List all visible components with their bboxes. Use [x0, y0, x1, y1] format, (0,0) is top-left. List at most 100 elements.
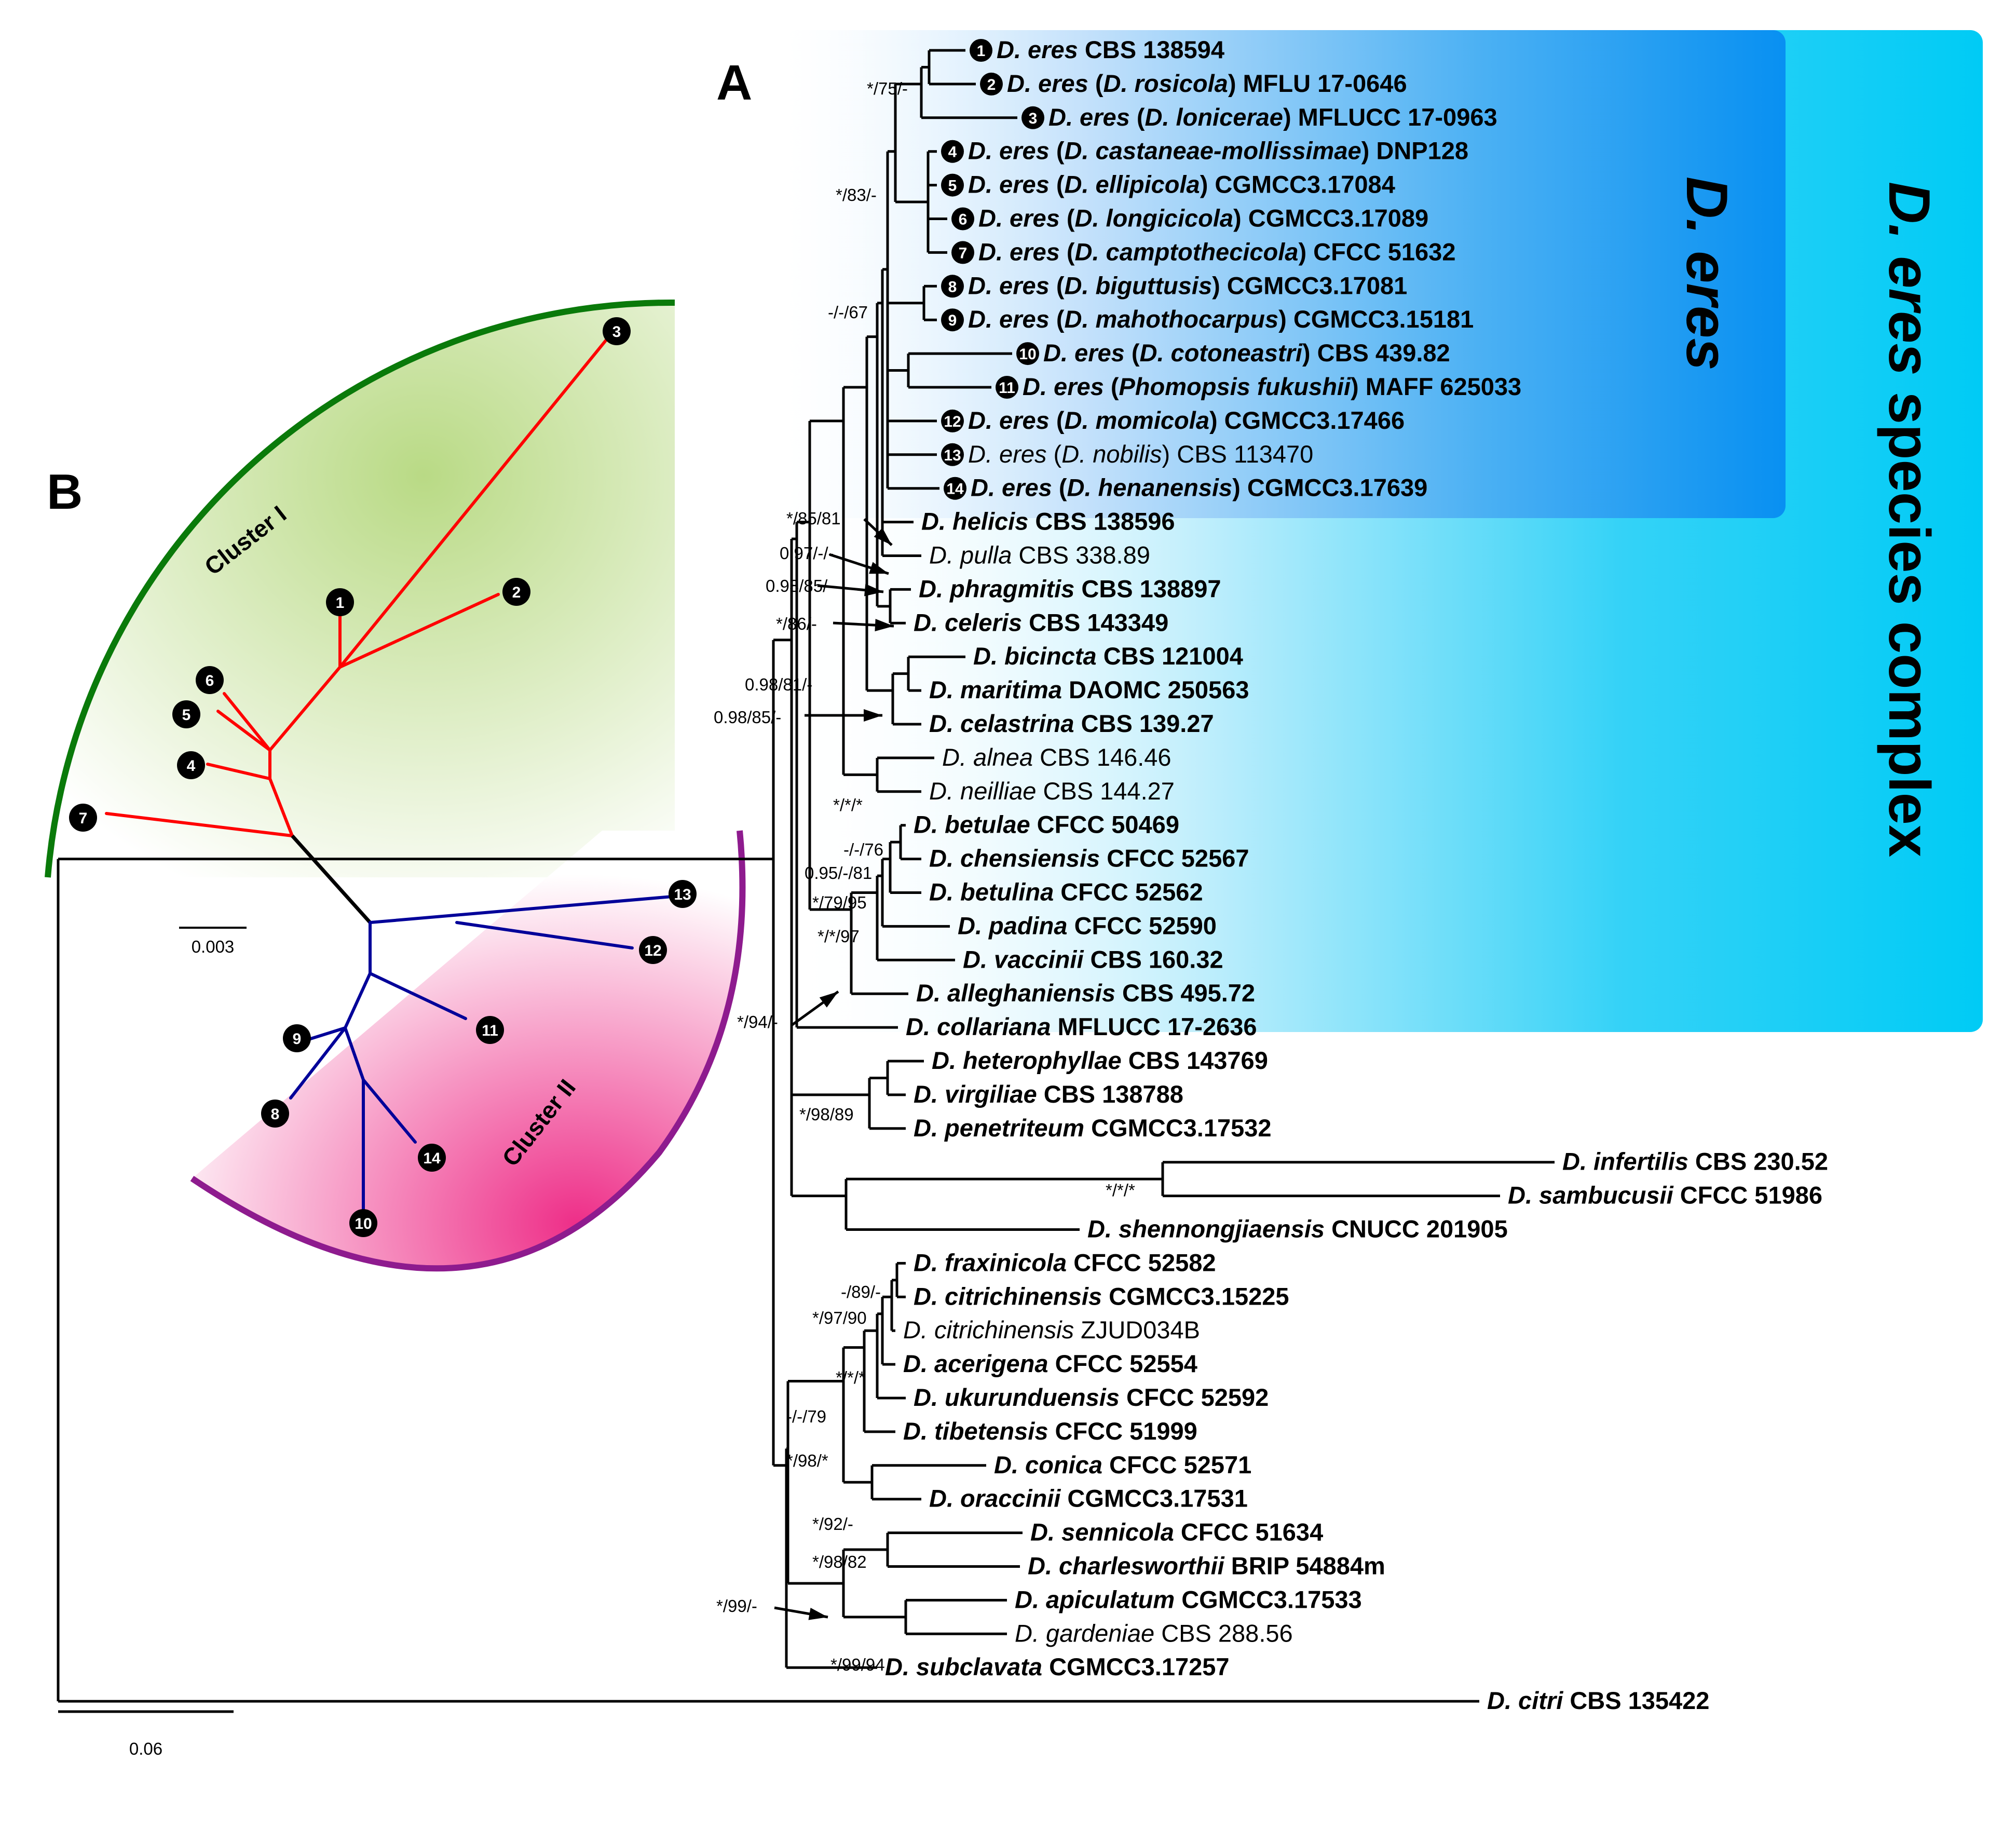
strain-code: CBS 113470	[1170, 440, 1313, 468]
support-arrowhead	[864, 709, 882, 722]
strain-code: CBS 121004	[1097, 642, 1243, 670]
support-arrows	[774, 518, 894, 1620]
network-tip-badge	[283, 1024, 311, 1052]
taxon-name: D. fraxinicola	[914, 1249, 1067, 1276]
tip-number: 10	[1019, 346, 1036, 363]
support-value: 0.95/-/81	[805, 863, 872, 883]
strain-code: MAFF 625033	[1359, 373, 1521, 400]
tip-number-badge	[941, 409, 964, 432]
taxon-label: D. pulla CBS 338.89	[929, 541, 1150, 569]
tip-number-badge	[941, 140, 964, 163]
strain-code: CBS 135422	[1563, 1687, 1709, 1714]
taxon-name: D. celeris	[914, 608, 1022, 636]
taxon-label: D. eres (D. henanensis) CGMCC3.17639	[971, 474, 1427, 501]
paren: (	[1130, 103, 1145, 131]
strain-code: CFCC 52567	[1100, 845, 1249, 872]
tip-number: 1	[977, 43, 986, 60]
tip-number: 13	[944, 447, 961, 464]
d-eres-band	[784, 30, 1786, 518]
support-value: -/-/76	[843, 840, 883, 859]
network-tip-number: 5	[182, 707, 191, 724]
synonym-name: D. lonicerae	[1145, 103, 1283, 131]
branch-tip-11	[369, 972, 467, 1020]
taxon-name: D. infertilis	[1562, 1148, 1688, 1175]
tip-number-badge	[1021, 106, 1044, 129]
strain-code: CFCC 52562	[1054, 878, 1203, 906]
support-value: */*/*	[836, 1368, 865, 1387]
synonym-name: D. longicicola	[1075, 205, 1234, 232]
taxon-name: D. virgiliae	[914, 1080, 1037, 1108]
taxon-name: D. eres	[968, 171, 1050, 198]
taxon-name: D. gardeniae	[1015, 1619, 1154, 1647]
taxon-name: D. eres	[968, 272, 1050, 299]
taxon-label: D. eres (Phomopsis fukushii) MAFF 625033	[1023, 373, 1521, 400]
taxon-name: D. eres	[978, 205, 1060, 232]
taxon-label: D. sambucusii CFCC 51986	[1508, 1182, 1822, 1209]
synonym-name: D. cotoneastri	[1140, 339, 1303, 367]
support-value: 0.98/81/-	[745, 675, 812, 694]
support-value: -/-/79	[786, 1407, 826, 1426]
support-value: */*/*	[833, 795, 863, 815]
strain-code: CGMCC3.17531	[1060, 1485, 1248, 1512]
taxon-name: D. citrichinensis	[914, 1282, 1102, 1310]
strain-code: CFCC 51999	[1048, 1417, 1197, 1445]
taxon-name: D. phragmitis	[919, 575, 1074, 602]
paren: (	[1050, 406, 1065, 434]
taxon-label: D. eres (D. mahothocarpus) CGMCC3.15181	[968, 305, 1474, 333]
support-arrowhead	[874, 527, 892, 545]
network-tip-number: 14	[423, 1150, 441, 1167]
taxon-name: D. padina	[958, 912, 1068, 939]
taxon-name: D. citrichinensis	[903, 1316, 1074, 1344]
strain-code: CNUCC 201905	[1325, 1215, 1508, 1243]
tip-number: 5	[948, 178, 957, 195]
panel-b-network: Cluster I Cluster II 1234567891011121314…	[45, 299, 746, 1272]
taxon-name: D. ukurunduensis	[914, 1384, 1120, 1411]
strain-code: CFCC 51632	[1306, 238, 1455, 265]
paren: )	[1283, 103, 1291, 131]
network-tip-number: 11	[482, 1022, 498, 1039]
taxon-name: D. charlesworthii	[1028, 1552, 1225, 1580]
taxon-name: D. eres	[968, 406, 1050, 434]
paren: )	[1298, 238, 1306, 265]
support-arrowhead	[808, 1607, 828, 1620]
strain-code: MFLUCC 17-2636	[1051, 1013, 1257, 1040]
taxon-label: D. betulae CFCC 50469	[914, 811, 1179, 838]
strain-code: CBS 230.52	[1688, 1148, 1828, 1175]
tip-number: 6	[959, 211, 968, 228]
support-value: */99/94	[830, 1655, 885, 1674]
taxon-label: D. eres (D. lonicerae) MFLUCC 17-0963	[1048, 103, 1497, 131]
tip-number-badge	[944, 477, 966, 500]
paren: (	[1060, 238, 1075, 265]
taxon-label: D. heterophyllae CBS 143769	[932, 1047, 1268, 1074]
network-tip-number: 2	[512, 584, 521, 601]
tip-number: 4	[948, 144, 957, 161]
taxon-name: D. bicincta	[973, 642, 1097, 670]
support-value: */*/97	[818, 927, 860, 946]
panel-b-label: B	[47, 464, 83, 520]
tip-number: 12	[944, 413, 961, 430]
support-value: */83/-	[836, 185, 877, 205]
strain-code: DNP128	[1369, 137, 1468, 165]
branch-center	[291, 834, 372, 924]
network-tip-number: 3	[612, 323, 621, 341]
strain-code: CFCC 50469	[1030, 811, 1179, 838]
paren: )	[1233, 205, 1242, 232]
tip-number-badge	[1016, 342, 1039, 365]
taxon-name: D. eres	[997, 36, 1078, 63]
network-tip-badge	[476, 1016, 504, 1044]
support-value: -/-/67	[828, 303, 868, 322]
taxon-name: D. sambucusii	[1508, 1182, 1674, 1209]
tip-number-badge	[941, 308, 964, 332]
strain-code: CBS 495.72	[1115, 979, 1255, 1007]
taxon-label: D. ukurunduensis CFCC 52592	[914, 1384, 1269, 1411]
strain-code: ZJUD034B	[1074, 1316, 1200, 1344]
paren: )	[1361, 137, 1370, 165]
taxon-name: D. pulla	[929, 541, 1012, 569]
synonym-name: Phomopsis fukushii	[1119, 373, 1351, 400]
paren: )	[1228, 70, 1236, 97]
taxon-label: D. oraccinii CGMCC3.17531	[929, 1485, 1248, 1512]
taxon-name: D. eres	[1007, 70, 1088, 97]
synonym-name: D. momicola	[1065, 406, 1209, 434]
tip-number: 8	[948, 278, 957, 295]
